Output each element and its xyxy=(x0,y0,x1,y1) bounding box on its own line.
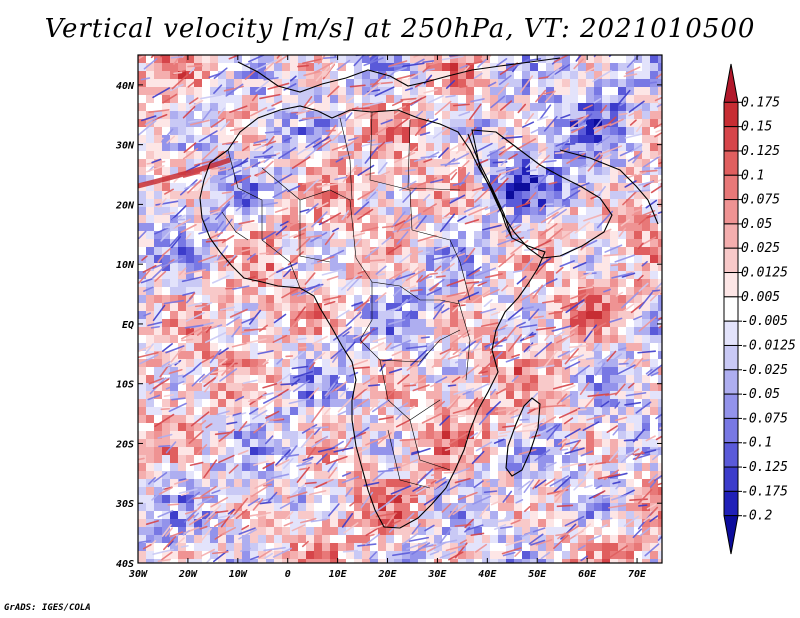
madagascar-coastline xyxy=(505,397,541,477)
x-tick-label: 50E xyxy=(528,569,547,580)
colorbar-swatch xyxy=(723,223,739,249)
x-tick-label: 70E xyxy=(628,569,647,580)
y-tick-label: 20S xyxy=(115,439,134,450)
africa-coastline xyxy=(199,105,546,529)
x-tick-label: 10E xyxy=(329,569,348,580)
footer-credit: GrADS: IGES/COLA xyxy=(4,603,91,613)
y-tick-label: 10N xyxy=(116,260,135,271)
arabia-coastline xyxy=(471,129,613,259)
red-sea xyxy=(467,133,513,239)
colorbar-label: 0.15 xyxy=(741,120,772,135)
colorbar-swatch xyxy=(723,199,739,225)
colorbar-swatch xyxy=(723,515,739,555)
x-tick-label: 0 xyxy=(285,569,291,580)
colorbar-swatch xyxy=(723,393,739,419)
x-tick-label: 60E xyxy=(578,569,597,580)
colorbar-swatch xyxy=(723,63,739,103)
colorbar-label: -0.005 xyxy=(741,314,788,329)
colorbar-swatch xyxy=(723,247,739,274)
colorbar-label: -0.0125 xyxy=(741,338,796,353)
colorbar-label: 0.005 xyxy=(741,290,780,305)
y-tick-label: 30N xyxy=(115,141,135,152)
colorbar-swatch xyxy=(723,320,739,346)
colorbar-label: -0.1 xyxy=(741,436,772,451)
colorbar-label: 0.125 xyxy=(741,144,780,159)
colorbar-label: -0.2 xyxy=(741,509,772,524)
colorbar-swatch xyxy=(723,369,739,395)
colorbar-swatch xyxy=(723,272,739,298)
colorbar-swatch xyxy=(723,174,739,201)
y-tick-label: 40S xyxy=(116,559,134,570)
europe-coastline xyxy=(237,57,561,93)
colorbar-label: 0.175 xyxy=(741,95,780,110)
x-tick-label: 10W xyxy=(229,569,248,580)
country-borders xyxy=(221,111,471,489)
y-tick-label: 10S xyxy=(116,380,134,391)
colorbar-label: 0.1 xyxy=(741,168,764,183)
colorbar: 0.175 0.15 0.125 0.1 0.075 0.05 0.025 0.0125 0.0… xyxy=(723,63,796,555)
map-panel xyxy=(137,54,663,564)
colorbar-label: 0.025 xyxy=(741,241,780,256)
chart-title: Vertical velocity [m/s] at 250hPa, VT: 2… xyxy=(44,14,756,44)
x-tick-label: 30E xyxy=(427,569,447,580)
colorbar-label: -0.075 xyxy=(741,411,788,426)
colorbar-swatch xyxy=(723,466,739,492)
y-axis: 40N 30N 20N 10N EQ 10S 20S 30S 40S xyxy=(115,81,662,570)
colorbar-swatch xyxy=(723,126,739,152)
map-frame xyxy=(137,54,663,564)
y-tick-label: 30S xyxy=(115,499,134,510)
colorbar-swatch xyxy=(723,296,739,322)
x-axis: 30W 20W 10W 0 10E 20E 30E 40E 50E 60E 70E xyxy=(128,55,647,580)
colorbar-swatch xyxy=(723,344,739,371)
colorbar-label: -0.125 xyxy=(741,460,788,475)
x-tick-label: 30W xyxy=(128,569,148,580)
colorbar-swatch xyxy=(723,490,739,517)
x-tick-label: 40E xyxy=(478,569,497,580)
x-tick-label: 20W xyxy=(178,569,198,580)
velocity-field xyxy=(138,55,662,563)
colorbar-label: -0.05 xyxy=(741,387,780,402)
colorbar-label: 0.075 xyxy=(741,193,780,208)
colorbar-label: -0.025 xyxy=(741,363,788,378)
y-tick-label: EQ xyxy=(122,320,134,331)
x-tick-label: 20E xyxy=(377,569,397,580)
asia-coastline xyxy=(559,149,659,225)
colorbar-swatch xyxy=(723,417,739,444)
y-tick-label: 40N xyxy=(116,81,135,92)
colorbar-label: 0.0125 xyxy=(741,266,788,281)
y-tick-label: 20N xyxy=(115,200,135,211)
coastlines xyxy=(199,57,659,529)
colorbar-label: -0.175 xyxy=(741,484,788,499)
colorbar-swatch xyxy=(723,442,739,468)
colorbar-label: 0.05 xyxy=(741,217,772,232)
colorbar-swatch xyxy=(723,101,739,128)
colorbar-swatch xyxy=(723,150,739,176)
